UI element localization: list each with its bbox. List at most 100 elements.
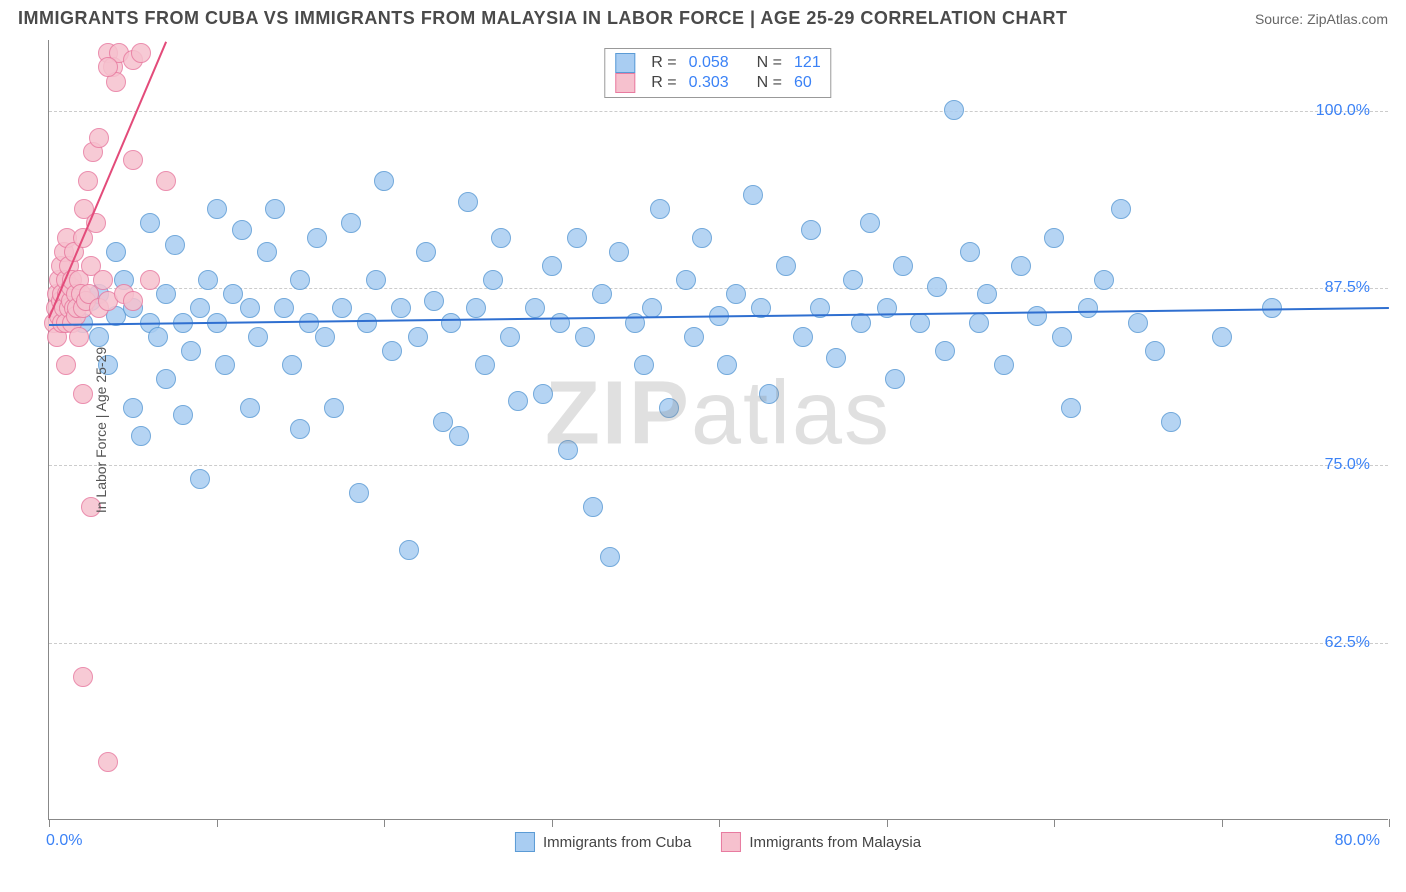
scatter-point <box>391 298 411 318</box>
scatter-point <box>131 43 151 63</box>
x-tick <box>887 819 888 827</box>
scatter-point <box>977 284 997 304</box>
gridline <box>49 288 1388 289</box>
scatter-point <box>190 298 210 318</box>
x-axis-min-label: 0.0% <box>46 832 82 850</box>
x-axis-max-label: 80.0% <box>1335 832 1380 850</box>
scatter-point <box>609 242 629 262</box>
scatter-point <box>659 398 679 418</box>
scatter-point <box>223 284 243 304</box>
scatter-point <box>600 547 620 567</box>
scatter-point <box>93 270 113 290</box>
scatter-point <box>826 348 846 368</box>
scatter-point <box>315 327 335 347</box>
scatter-point <box>349 483 369 503</box>
chart-title: IMMIGRANTS FROM CUBA VS IMMIGRANTS FROM … <box>18 8 1068 29</box>
scatter-point <box>56 355 76 375</box>
scatter-point <box>1111 199 1131 219</box>
gridline <box>49 465 1388 466</box>
y-axis-title: In Labor Force | Age 25-29 <box>93 347 109 513</box>
scatter-point <box>332 298 352 318</box>
legend-swatch <box>721 832 741 852</box>
scatter-point <box>265 199 285 219</box>
scatter-point <box>399 540 419 560</box>
scatter-point <box>491 228 511 248</box>
x-tick <box>1054 819 1055 827</box>
scatter-point <box>458 192 478 212</box>
scatter-point <box>885 369 905 389</box>
scatter-point <box>257 242 277 262</box>
scatter-point <box>525 298 545 318</box>
stat-n-key: N = <box>757 54 782 72</box>
stat-r-key: R = <box>651 74 676 92</box>
scatter-point <box>374 171 394 191</box>
scatter-point <box>156 171 176 191</box>
scatter-point <box>282 355 302 375</box>
scatter-point <box>248 327 268 347</box>
scatter-point <box>173 405 193 425</box>
scatter-point <box>910 313 930 333</box>
scatter-point <box>634 355 654 375</box>
y-tick-label: 100.0% <box>1316 102 1370 120</box>
x-tick <box>49 819 50 827</box>
scatter-point <box>106 242 126 262</box>
scatter-point <box>793 327 813 347</box>
scatter-point <box>240 298 260 318</box>
scatter-point <box>123 291 143 311</box>
x-tick <box>384 819 385 827</box>
scatter-point <box>198 270 218 290</box>
scatter-point <box>416 242 436 262</box>
scatter-point <box>148 327 168 347</box>
x-tick <box>1389 819 1390 827</box>
legend-swatch <box>515 832 535 852</box>
scatter-point <box>232 220 252 240</box>
scatter-point <box>466 298 486 318</box>
scatter-point <box>449 426 469 446</box>
scatter-point <box>1044 228 1064 248</box>
scatter-point <box>935 341 955 361</box>
scatter-point <box>1094 270 1114 290</box>
x-tick <box>217 819 218 827</box>
scatter-point <box>156 369 176 389</box>
scatter-point <box>190 469 210 489</box>
gridline <box>49 643 1388 644</box>
scatter-point <box>776 256 796 276</box>
scatter-point <box>73 667 93 687</box>
scatter-point <box>500 327 520 347</box>
stat-n-value: 60 <box>794 74 812 92</box>
scatter-point <box>592 284 612 304</box>
scatter-point <box>1011 256 1031 276</box>
scatter-point <box>1145 341 1165 361</box>
scatter-point <box>1052 327 1072 347</box>
scatter-point <box>156 284 176 304</box>
scatter-point <box>684 327 704 347</box>
scatter-point <box>140 270 160 290</box>
scatter-point <box>508 391 528 411</box>
scatter-point <box>717 355 737 375</box>
scatter-point <box>550 313 570 333</box>
scatter-point <box>893 256 913 276</box>
scatter-point <box>424 291 444 311</box>
legend-stats-box: R =0.058N =121R =0.303N =60 <box>604 48 831 98</box>
stat-r-value: 0.303 <box>689 74 729 92</box>
scatter-point <box>215 355 235 375</box>
scatter-point <box>533 384 553 404</box>
x-tick <box>719 819 720 827</box>
scatter-point <box>483 270 503 290</box>
scatter-point <box>860 213 880 233</box>
legend-series: Immigrants from CubaImmigrants from Mala… <box>515 832 921 852</box>
scatter-point <box>78 171 98 191</box>
scatter-point <box>1078 298 1098 318</box>
stat-n-value: 121 <box>794 54 821 72</box>
scatter-point <box>73 384 93 404</box>
scatter-point <box>1212 327 1232 347</box>
legend-series-item: Immigrants from Malaysia <box>721 832 921 852</box>
scatter-point <box>274 298 294 318</box>
scatter-point <box>650 199 670 219</box>
scatter-point <box>743 185 763 205</box>
scatter-point <box>1161 412 1181 432</box>
scatter-point <box>877 298 897 318</box>
scatter-point <box>801 220 821 240</box>
legend-swatch <box>615 73 635 93</box>
scatter-point <box>726 284 746 304</box>
